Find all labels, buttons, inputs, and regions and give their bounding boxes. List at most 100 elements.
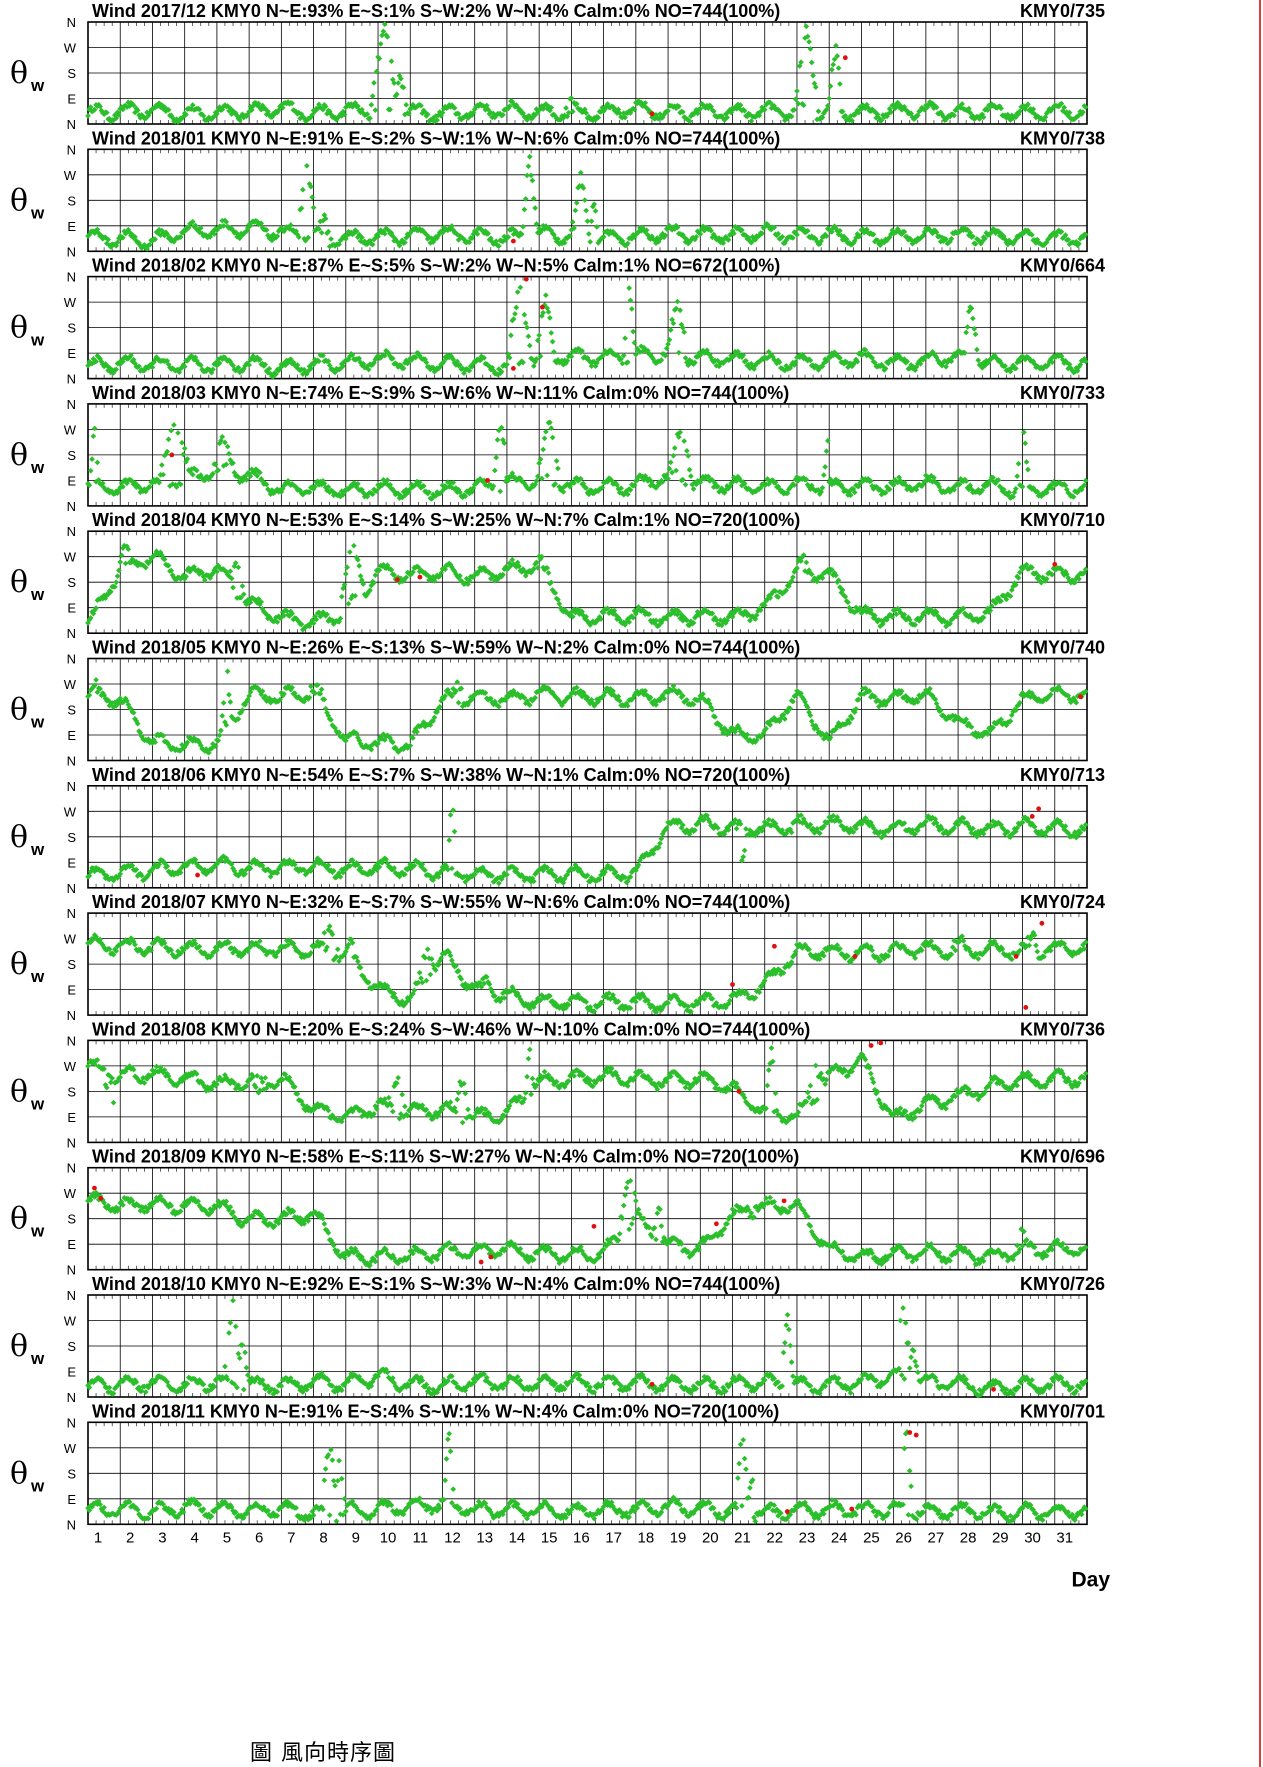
data-point — [815, 108, 822, 115]
data-point — [175, 430, 181, 436]
data-point — [686, 466, 693, 473]
station-count: KMY0/710 — [1020, 510, 1105, 530]
data-point — [528, 172, 534, 179]
flagged-point — [510, 366, 516, 371]
data-point — [189, 102, 196, 108]
data-point — [373, 68, 380, 75]
y-tick-label: E — [67, 346, 76, 361]
data-point — [196, 106, 203, 113]
data-point — [165, 107, 172, 113]
data-point — [1021, 429, 1027, 436]
y-tick-label: N — [67, 397, 76, 412]
data-point — [372, 107, 379, 113]
data-point — [526, 342, 533, 349]
data-point — [583, 207, 589, 214]
data-point — [328, 236, 334, 242]
data-point — [521, 206, 528, 213]
y-tick-label: E — [67, 473, 76, 488]
y-tick-label: N — [67, 626, 76, 641]
data-point — [549, 434, 556, 441]
y-tick-label: S — [67, 575, 76, 590]
data-point — [534, 337, 541, 344]
data-point — [368, 101, 375, 108]
data-point — [94, 459, 101, 466]
data-point — [547, 315, 553, 321]
data-point — [685, 452, 692, 459]
data-point — [592, 208, 599, 214]
data-point — [631, 339, 638, 346]
data-point — [806, 39, 812, 45]
data-point — [289, 100, 295, 107]
data-point — [626, 285, 632, 291]
data-point — [394, 91, 400, 98]
y-tick-label: E — [67, 92, 76, 107]
data-point — [493, 454, 500, 461]
y-tick-label: E — [67, 601, 76, 616]
data-point — [179, 439, 185, 446]
data-point — [837, 81, 843, 87]
data-point — [682, 481, 689, 488]
data-point — [356, 563, 363, 569]
data-point — [406, 110, 412, 117]
y-tick-label: N — [67, 372, 76, 387]
data-point — [587, 238, 594, 245]
y-tick-label: S — [67, 193, 76, 208]
data-point — [113, 115, 120, 122]
data-point — [165, 436, 172, 443]
data-point — [822, 464, 828, 470]
data-point — [522, 320, 529, 326]
panel-title: Wind 2018/03 KMY0 N~E:74% E~S:9% S~W:6% … — [92, 383, 789, 403]
y-tick-label: S — [67, 448, 76, 463]
data-point — [494, 437, 501, 443]
data-point — [671, 445, 678, 451]
data-point — [338, 593, 345, 600]
data-point — [622, 335, 628, 342]
flagged-point — [523, 276, 529, 282]
data-point — [555, 465, 561, 472]
data-point — [1023, 459, 1030, 465]
data-point — [226, 450, 232, 457]
data-point — [792, 96, 799, 102]
data-point — [681, 438, 688, 444]
station-count: KMY0/738 — [1020, 128, 1105, 148]
data-point — [309, 112, 316, 118]
data-point — [748, 118, 755, 124]
data-point — [200, 113, 207, 119]
data-point — [168, 427, 175, 434]
data-point — [117, 559, 124, 565]
data-point — [116, 567, 122, 574]
flagged-point — [169, 452, 175, 458]
data-point — [549, 338, 556, 345]
data-point — [230, 584, 236, 591]
data-point — [825, 437, 831, 444]
data-point — [827, 83, 834, 89]
data-point — [586, 231, 592, 237]
data-point — [541, 435, 548, 442]
y-tick-label: W — [64, 550, 77, 565]
panel-title: Wind 2018/05 KMY0 N~E:26% E~S:13% S~W:59… — [92, 638, 800, 658]
data-point — [497, 488, 504, 495]
data-point — [630, 328, 636, 335]
data-point — [823, 448, 830, 455]
data-point — [364, 111, 371, 117]
flagged-point — [1052, 561, 1058, 567]
data-point — [134, 107, 141, 114]
data-point — [581, 197, 588, 203]
y-axis-label-subscript: w — [30, 331, 45, 350]
data-point — [345, 600, 352, 607]
data-point — [1025, 466, 1031, 473]
data-point — [369, 93, 376, 99]
data-point — [810, 72, 816, 79]
data-point — [367, 115, 373, 122]
data-point — [521, 311, 528, 318]
data-point — [520, 223, 526, 230]
panel-frame — [87, 21, 1088, 125]
data-point — [118, 552, 125, 559]
data-point — [381, 21, 388, 27]
station-count: KMY0/735 — [1020, 1, 1105, 21]
y-tick-label: N — [67, 142, 76, 157]
data-point — [543, 292, 549, 299]
data-point — [553, 458, 560, 464]
panel-title: Wind 2018/04 KMY0 N~E:53% E~S:14% S~W:25… — [92, 510, 800, 530]
data-point — [803, 559, 810, 566]
